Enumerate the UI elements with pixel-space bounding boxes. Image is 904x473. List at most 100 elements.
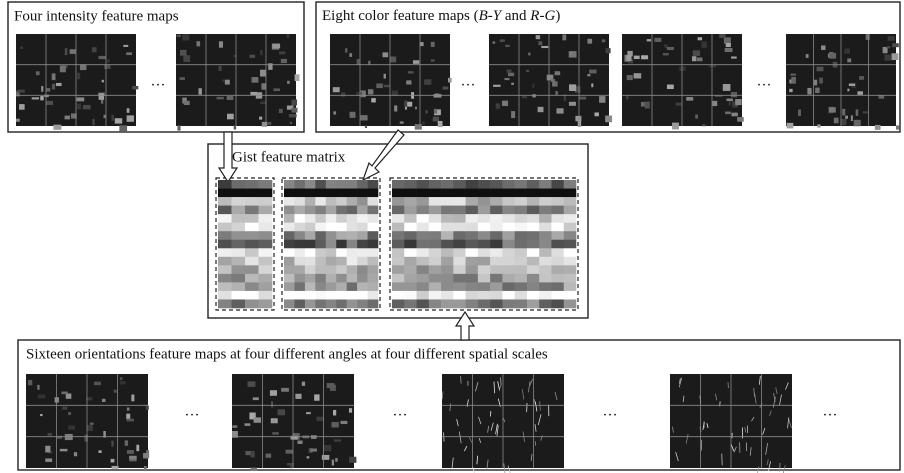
matrix-cell bbox=[453, 282, 466, 292]
matrix-cell bbox=[315, 239, 327, 249]
matrix-cell bbox=[284, 265, 295, 275]
texture bbox=[143, 466, 147, 472]
thumbnail bbox=[489, 34, 613, 127]
matrix-cell bbox=[346, 239, 358, 249]
matrix-cell bbox=[490, 188, 503, 198]
texture bbox=[490, 422, 494, 431]
matrix-cell bbox=[336, 188, 347, 198]
matrix-cell bbox=[539, 256, 552, 266]
texture bbox=[285, 449, 293, 454]
texture bbox=[498, 384, 502, 390]
matrix-cell bbox=[551, 299, 565, 309]
texture bbox=[145, 405, 149, 410]
matrix-cell bbox=[294, 222, 306, 232]
texture bbox=[376, 83, 383, 89]
matrix-cell bbox=[514, 214, 528, 223]
matrix-cell bbox=[367, 290, 379, 300]
texture bbox=[719, 34, 726, 39]
matrix-cell bbox=[441, 231, 454, 241]
matrix-cell bbox=[284, 248, 295, 258]
texture bbox=[478, 438, 482, 443]
matrix-cell bbox=[315, 248, 327, 258]
matrix-cell bbox=[404, 188, 417, 198]
matrix-cell bbox=[453, 231, 466, 241]
texture bbox=[805, 54, 809, 58]
texture bbox=[37, 394, 46, 399]
texture bbox=[728, 101, 731, 106]
matrix-cell bbox=[245, 290, 259, 300]
texture bbox=[499, 39, 505, 42]
texture bbox=[196, 41, 201, 47]
texture bbox=[84, 434, 89, 442]
matrix-cell bbox=[428, 214, 442, 223]
texture bbox=[441, 391, 444, 400]
ellipsis: … bbox=[185, 403, 200, 419]
matrix-cell bbox=[258, 299, 273, 309]
texture bbox=[539, 401, 541, 411]
matrix-cell bbox=[551, 282, 565, 292]
matrix-cell bbox=[367, 205, 379, 215]
matrix-cell bbox=[404, 256, 417, 266]
matrix-cell bbox=[218, 197, 232, 206]
texture bbox=[865, 34, 870, 40]
matrix-cell bbox=[477, 231, 491, 241]
texture bbox=[126, 108, 130, 113]
texture bbox=[382, 52, 389, 58]
texture bbox=[568, 51, 577, 58]
matrix-cell bbox=[539, 214, 552, 223]
matrix-cell bbox=[294, 180, 306, 189]
matrix-cell bbox=[539, 248, 552, 258]
texture bbox=[91, 47, 97, 53]
texture bbox=[646, 39, 652, 42]
ellipsis: … bbox=[603, 403, 618, 419]
texture bbox=[475, 382, 479, 392]
texture bbox=[119, 377, 123, 381]
matrix-cell bbox=[245, 239, 259, 249]
gist-title: Gist feature matrix bbox=[232, 149, 346, 165]
matrix-cell bbox=[336, 231, 347, 241]
matrix-cell bbox=[284, 222, 295, 232]
matrix-cell bbox=[404, 205, 417, 215]
texture bbox=[294, 74, 300, 82]
texture bbox=[768, 461, 771, 471]
matrix-cell bbox=[304, 299, 316, 309]
texture bbox=[126, 413, 131, 420]
matrix-cell bbox=[258, 214, 273, 223]
texture bbox=[232, 425, 238, 428]
texture bbox=[785, 382, 789, 390]
matrix-cell bbox=[284, 282, 295, 292]
texture bbox=[537, 414, 542, 426]
texture bbox=[895, 125, 900, 130]
texture bbox=[675, 451, 679, 462]
texture bbox=[555, 91, 558, 95]
texture bbox=[587, 73, 591, 77]
matrix-cell bbox=[304, 273, 316, 283]
texture bbox=[259, 116, 263, 120]
texture bbox=[82, 104, 91, 110]
texture bbox=[685, 433, 689, 444]
matrix-cell bbox=[551, 231, 565, 241]
matrix-cell bbox=[392, 290, 405, 300]
matrix-cell bbox=[245, 222, 259, 232]
matrix-cell bbox=[490, 231, 503, 241]
texture bbox=[493, 84, 501, 87]
texture bbox=[724, 48, 733, 53]
matrix-cell bbox=[416, 299, 430, 309]
texture bbox=[131, 394, 135, 402]
matrix-cell bbox=[294, 197, 306, 206]
texture bbox=[433, 108, 438, 114]
texture bbox=[51, 83, 56, 90]
matrix-cell bbox=[231, 290, 246, 300]
matrix-cell bbox=[551, 248, 565, 258]
matrix-cell bbox=[304, 256, 316, 266]
texture bbox=[233, 54, 237, 58]
matrix-cell bbox=[294, 239, 306, 249]
texture bbox=[356, 59, 360, 65]
matrix-cell bbox=[367, 214, 379, 223]
texture bbox=[769, 410, 772, 417]
texture bbox=[16, 118, 20, 122]
matrix-cell bbox=[346, 180, 358, 189]
matrix-cell bbox=[346, 222, 358, 232]
texture bbox=[76, 103, 81, 110]
matrix-cell bbox=[551, 256, 565, 266]
